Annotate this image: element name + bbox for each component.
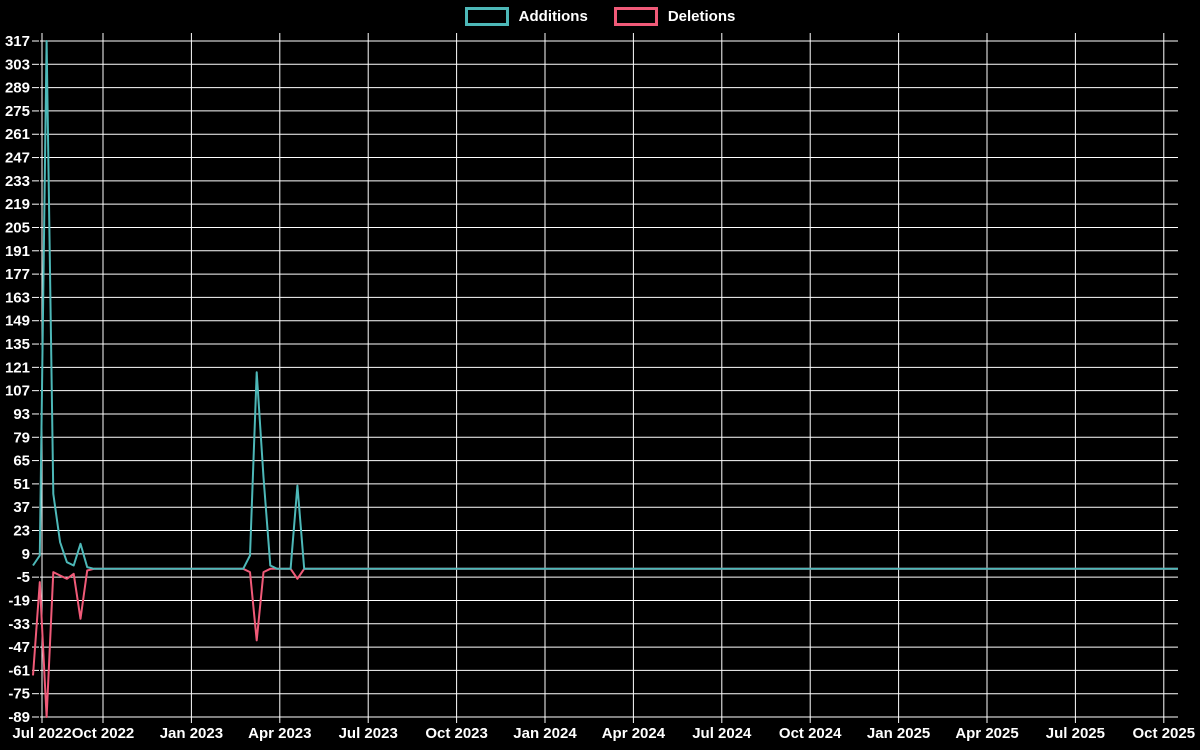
x-tick-label: Jan 2023 bbox=[160, 725, 223, 742]
y-tick-label: 163 bbox=[5, 289, 30, 306]
x-tick-label: Oct 2025 bbox=[1133, 725, 1196, 742]
y-tick-label: 233 bbox=[5, 173, 30, 190]
legend-item-deletions[interactable]: Deletions bbox=[613, 7, 736, 26]
y-tick-label: 79 bbox=[13, 429, 30, 446]
x-tick-label: Jul 2025 bbox=[1046, 725, 1105, 742]
y-tick-label: 205 bbox=[5, 219, 30, 236]
x-tick-label: Oct 2024 bbox=[779, 725, 842, 742]
y-tick-label: 93 bbox=[13, 406, 30, 423]
x-tick-label: Apr 2025 bbox=[955, 725, 1018, 742]
y-tick-label: 303 bbox=[5, 56, 30, 73]
additions-line bbox=[32, 40, 1178, 570]
x-tick-label: Oct 2022 bbox=[72, 725, 135, 742]
y-tick-label: 191 bbox=[5, 243, 30, 260]
deletions-line bbox=[32, 567, 1178, 718]
y-tick-label: 135 bbox=[5, 336, 30, 353]
y-tick-label: 9 bbox=[22, 546, 30, 563]
x-tick-label: Jul 2023 bbox=[339, 725, 398, 742]
y-tick-label: -61 bbox=[8, 662, 30, 679]
y-tick-label: 275 bbox=[5, 103, 30, 120]
y-tick-label: -19 bbox=[8, 592, 30, 609]
deletions-swatch-icon bbox=[613, 7, 658, 26]
y-tick-label: 121 bbox=[5, 359, 30, 376]
y-tick-label: 65 bbox=[13, 453, 30, 470]
x-tick-label: Jul 2022 bbox=[12, 725, 71, 742]
y-tick-label: 247 bbox=[5, 150, 30, 167]
x-tick-label: Oct 2023 bbox=[425, 725, 488, 742]
y-tick-label: 177 bbox=[5, 266, 30, 283]
x-tick-label: Apr 2024 bbox=[602, 725, 666, 742]
y-tick-label: -5 bbox=[17, 569, 30, 586]
y-tick-label: 107 bbox=[5, 383, 30, 400]
y-tick-label: -47 bbox=[8, 639, 30, 656]
x-tick-label: Jan 2024 bbox=[513, 725, 577, 742]
y-tick-label: -89 bbox=[8, 709, 30, 726]
y-tick-label: 317 bbox=[5, 33, 30, 50]
additions-swatch-icon bbox=[464, 7, 509, 26]
y-tick-label: -33 bbox=[8, 616, 30, 633]
legend-label-additions: Additions bbox=[518, 8, 588, 25]
y-tick-label: 261 bbox=[5, 126, 30, 143]
y-tick-label: 23 bbox=[13, 523, 30, 540]
y-tick-label: -75 bbox=[8, 686, 30, 703]
legend-label-deletions: Deletions bbox=[667, 8, 736, 25]
y-tick-label: 51 bbox=[13, 476, 30, 493]
x-tick-label: Jul 2024 bbox=[692, 725, 752, 742]
x-tick-label: Apr 2023 bbox=[248, 725, 311, 742]
chart-legend: Additions Deletions bbox=[0, 7, 1200, 26]
y-tick-label: 289 bbox=[5, 80, 30, 97]
y-tick-label: 149 bbox=[5, 313, 30, 330]
legend-item-additions[interactable]: Additions bbox=[464, 7, 588, 26]
y-tick-label: 219 bbox=[5, 196, 30, 213]
y-tick-label: 37 bbox=[13, 499, 30, 516]
x-tick-label: Jan 2025 bbox=[867, 725, 930, 742]
